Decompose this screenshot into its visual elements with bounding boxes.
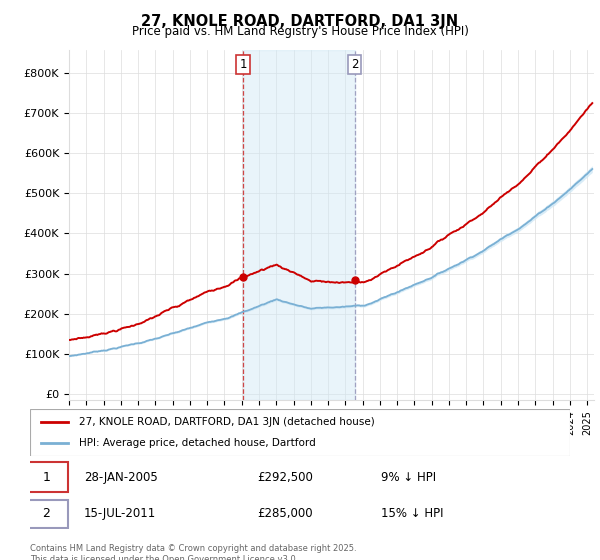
Text: 27, KNOLE ROAD, DARTFORD, DA1 3JN (detached house): 27, KNOLE ROAD, DARTFORD, DA1 3JN (detac…: [79, 417, 374, 427]
Text: Contains HM Land Registry data © Crown copyright and database right 2025.
This d: Contains HM Land Registry data © Crown c…: [30, 544, 356, 560]
Text: Price paid vs. HM Land Registry's House Price Index (HPI): Price paid vs. HM Land Registry's House …: [131, 25, 469, 38]
Text: 1: 1: [239, 58, 247, 71]
Text: 27, KNOLE ROAD, DARTFORD, DA1 3JN: 27, KNOLE ROAD, DARTFORD, DA1 3JN: [142, 14, 458, 29]
FancyBboxPatch shape: [25, 500, 68, 528]
FancyBboxPatch shape: [25, 463, 68, 492]
Text: £285,000: £285,000: [257, 507, 313, 520]
Text: 15% ↓ HPI: 15% ↓ HPI: [381, 507, 443, 520]
Text: 2: 2: [351, 58, 358, 71]
Text: £292,500: £292,500: [257, 471, 313, 484]
Text: 9% ↓ HPI: 9% ↓ HPI: [381, 471, 436, 484]
Bar: [243, 50, 355, 400]
Text: 2: 2: [42, 507, 50, 520]
Text: 1: 1: [42, 471, 50, 484]
Text: HPI: Average price, detached house, Dartford: HPI: Average price, detached house, Dart…: [79, 438, 316, 448]
Text: 15-JUL-2011: 15-JUL-2011: [84, 507, 156, 520]
Text: 28-JAN-2005: 28-JAN-2005: [84, 471, 158, 484]
